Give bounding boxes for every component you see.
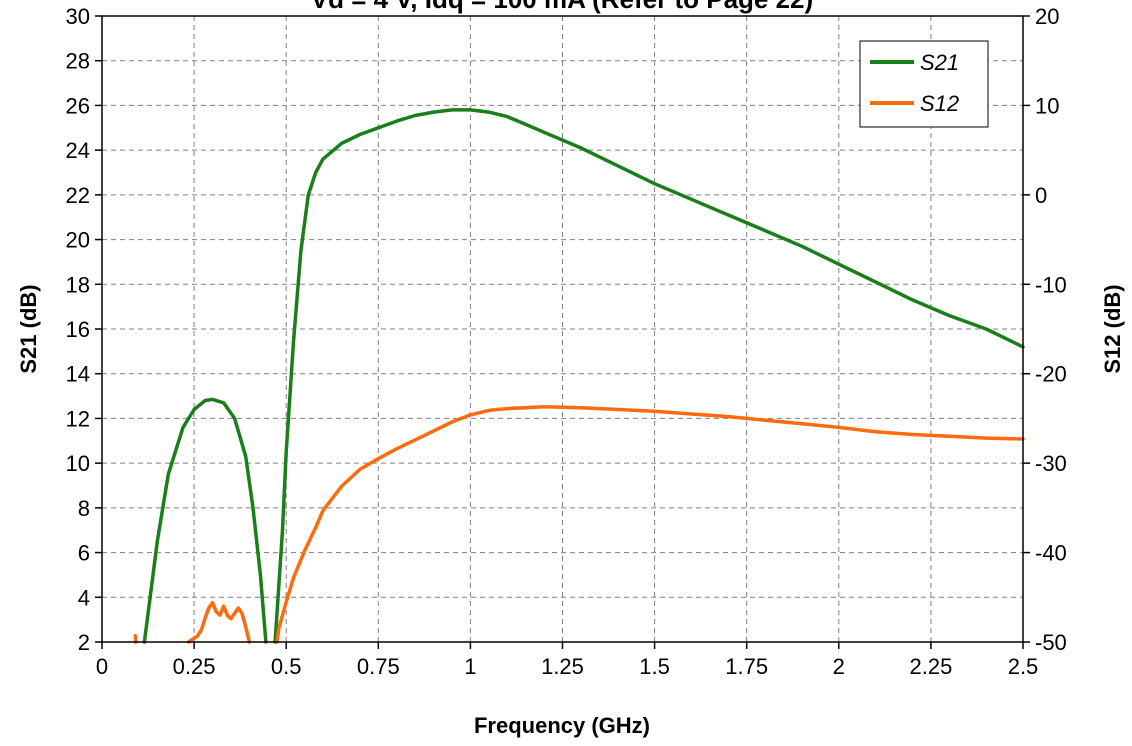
y-left-tick-label: 8 [78,496,90,521]
x-tick-label: 1.5 [639,654,670,679]
x-tick-label: 2.5 [1008,654,1039,679]
legend: S21 S12 [859,40,989,128]
series-layer [133,108,1025,644]
y-left-tick-label: 12 [66,406,90,431]
x-tick-label: 2.25 [909,654,952,679]
series-line-s12 [186,600,252,644]
y-left-tick-label: 30 [66,4,90,29]
y-right-tick-label: -20 [1035,362,1067,387]
y-left-tick-label: 22 [66,183,90,208]
y-left-tick-label: 20 [66,228,90,253]
series-line-s21 [273,108,1025,644]
y-left-tick-label: 26 [66,93,90,118]
x-tick-label: 0.25 [173,654,216,679]
series-line-s12 [275,405,1025,644]
y-axis-left-title: S21 (dB) [16,284,41,373]
y-left-tick-label: 4 [78,585,90,610]
x-tick-label: 1 [464,654,476,679]
x-tick-label: 0.5 [271,654,302,679]
y-left-tick-label: 6 [78,541,90,566]
x-tick-label: 0.75 [357,654,400,679]
legend-box [859,40,989,128]
y-right-tick-label: 0 [1035,183,1047,208]
x-tick-label: 0 [96,654,108,679]
y-right-tick-label: 10 [1035,93,1059,118]
y-right-tick-label: -30 [1035,451,1067,476]
x-tick-label: 1.25 [541,654,584,679]
y-right-tick-label: -40 [1035,541,1067,566]
y-left-tick-label: 28 [66,49,90,74]
legend-label-s12: S12 [920,91,959,116]
y-axis-right-title: S12 (dB) [1100,284,1125,373]
x-axis-title: Frequency (GHz) [474,713,650,738]
y-left-tick-label: 2 [78,630,90,655]
y-right-tick-label: -50 [1035,630,1067,655]
y-right-tick-label: -10 [1035,272,1067,297]
series-line-s21 [142,397,268,644]
y-axis-right: -50 -40 -30 -20 -10 0 10 20 [1023,4,1067,655]
x-axis: 0 0.25 0.5 0.75 1 1.25 1.5 1.75 2 2.25 2.5 [96,642,1038,679]
y-right-tick-label: 20 [1035,4,1059,29]
y-left-tick-label: 24 [66,138,90,163]
chart-title: Vd = 4 V, Idq = 100 mA (Refer to Page 22… [311,0,813,14]
x-tick-label: 1.75 [725,654,768,679]
y-left-tick-label: 16 [66,317,90,342]
series-line-s12 [133,633,138,644]
y-left-tick-label: 18 [66,272,90,297]
y-left-tick-label: 14 [66,362,90,387]
legend-label-s21: S21 [920,50,959,75]
y-left-tick-label: 10 [66,451,90,476]
x-tick-label: 2 [833,654,845,679]
